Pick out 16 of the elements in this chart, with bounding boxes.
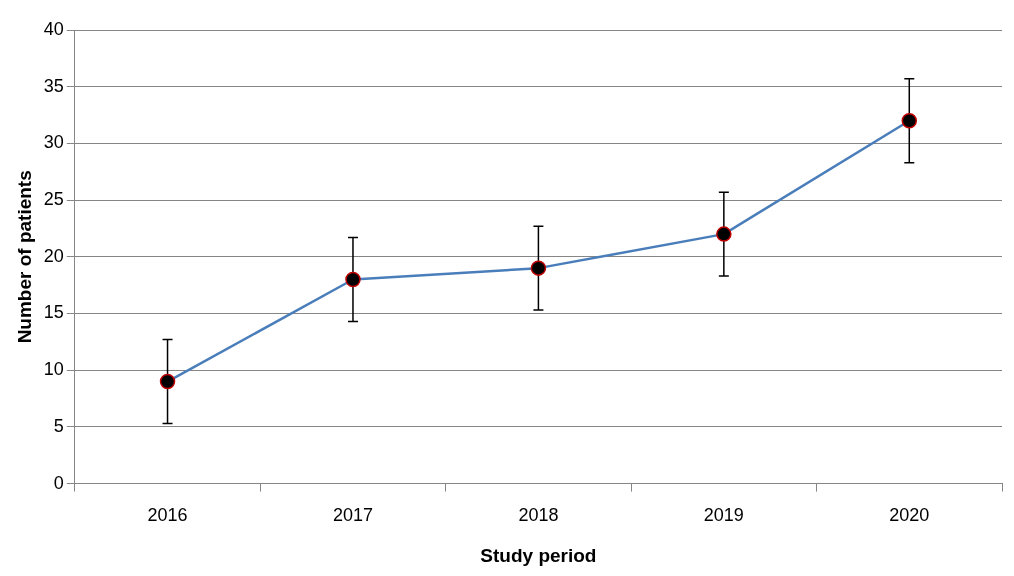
y-tick-label: 20 xyxy=(43,245,64,266)
x-tick-label: 2016 xyxy=(147,505,188,526)
x-tick-label: 2018 xyxy=(518,505,559,526)
x-tick-label: 2020 xyxy=(889,505,930,526)
x-axis-title: Study period xyxy=(480,544,597,566)
y-tick-label: 30 xyxy=(43,132,64,153)
y-tick-label: 0 xyxy=(53,472,64,493)
y-axis-title: Number of patients xyxy=(13,170,35,344)
y-tick-label: 15 xyxy=(43,302,64,323)
y-tick-label: 25 xyxy=(43,189,64,210)
y-tick-label: 5 xyxy=(53,415,64,436)
x-tick-label: 2017 xyxy=(332,505,373,526)
y-tick-label: 35 xyxy=(43,75,64,96)
y-tick-label: 10 xyxy=(43,359,64,380)
x-tick-label: 2019 xyxy=(703,505,744,526)
y-tick-label: 40 xyxy=(43,18,64,39)
